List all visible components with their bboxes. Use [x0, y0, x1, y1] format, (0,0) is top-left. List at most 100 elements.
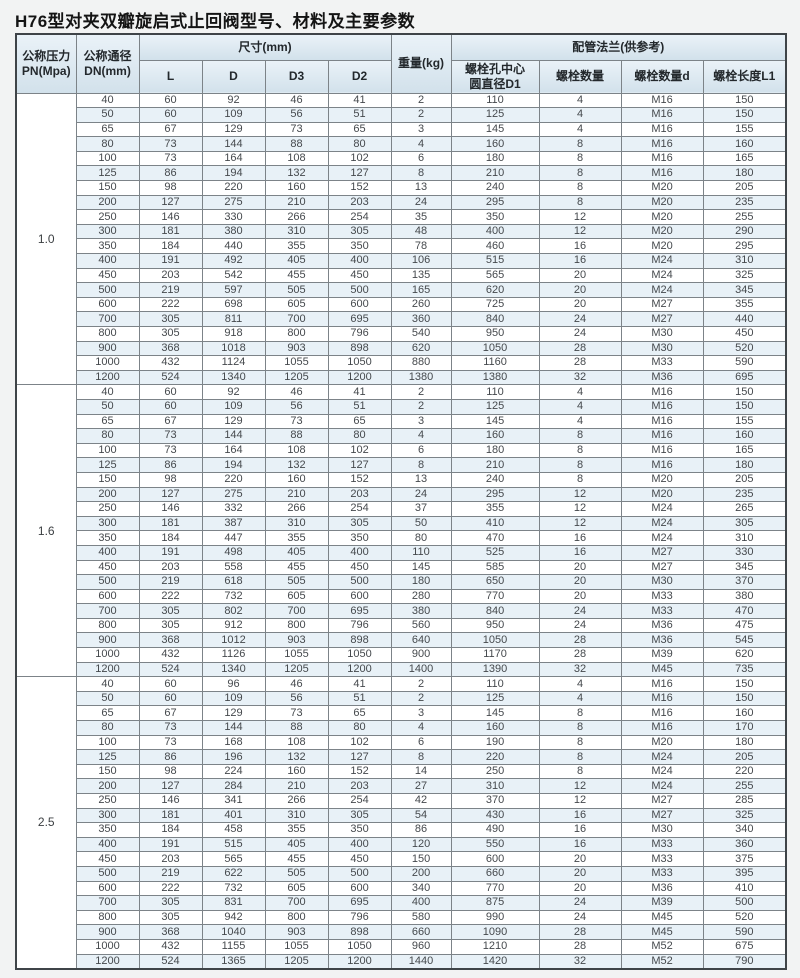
table-row: 150 98 220 160 152 13 240 8 M20 205 [16, 180, 787, 196]
d1-cell: 210 [450, 165, 540, 182]
bolt-count-cell: 8 [538, 165, 622, 182]
table-row: 600 222 732 605 600 280 770 20 M33 380 [16, 588, 787, 605]
d2-cell: 203 [327, 486, 392, 503]
d1-cell: 125 [450, 107, 540, 123]
d3-cell: 210 [264, 486, 329, 503]
bolt-length-cell: 695 [702, 369, 787, 386]
d-cell: 698 [201, 296, 266, 313]
d-cell: 732 [201, 588, 266, 605]
d1-cell: 725 [450, 296, 540, 313]
bolt-count-cell: 8 [538, 763, 622, 780]
bolt-size-cell: M33 [620, 836, 704, 853]
bolt-count-cell: 20 [538, 282, 622, 298]
bolt-size-cell: M27 [620, 793, 704, 809]
bolt-size-cell: M20 [620, 734, 704, 751]
l-cell: 86 [138, 749, 203, 765]
d1-cell: 355 [450, 501, 540, 517]
d2-cell: 1050 [327, 355, 392, 371]
d2-cell: 65 [327, 705, 392, 722]
header-d2: D2 [327, 59, 392, 94]
dn-cell: 300 [75, 223, 140, 240]
l-cell: 219 [138, 282, 203, 298]
weight-cell: 4 [390, 428, 452, 444]
bolt-length-cell: 165 [702, 150, 787, 167]
dn-cell: 500 [75, 865, 140, 882]
bolt-size-cell: M30 [620, 822, 704, 838]
d1-cell: 410 [450, 515, 540, 532]
table-row: 800 305 918 800 796 540 950 24 M30 450 [16, 326, 787, 342]
d2-cell: 65 [327, 413, 392, 430]
bolt-length-cell: 150 [702, 384, 787, 400]
d2-cell: 600 [327, 296, 392, 313]
table-row: 500 219 597 505 500 165 620 20 M24 345 [16, 282, 787, 298]
d3-cell: 355 [264, 822, 329, 838]
d2-cell: 400 [327, 253, 392, 269]
l-cell: 368 [138, 924, 203, 940]
header-d: D [201, 59, 266, 94]
bolt-size-cell: M20 [620, 209, 704, 225]
bolt-length-cell: 285 [702, 793, 787, 809]
d3-cell: 108 [264, 734, 329, 751]
d1-cell: 145 [450, 705, 540, 722]
d-cell: 1126 [201, 647, 266, 663]
d3-cell: 160 [264, 180, 329, 196]
bolt-count-cell: 4 [538, 398, 622, 415]
weight-cell: 106 [390, 253, 452, 269]
d2-cell: 127 [327, 165, 392, 182]
table-row: 300 181 380 310 305 48 400 12 M20 290 [16, 223, 787, 240]
table-row: 200 127 275 210 203 24 295 12 M20 235 [16, 486, 787, 503]
d-cell: 802 [201, 603, 266, 619]
bolt-length-cell: 150 [702, 107, 787, 123]
l-cell: 219 [138, 865, 203, 882]
header-l: L [138, 59, 203, 94]
d2-cell: 450 [327, 267, 392, 284]
d2-cell: 80 [327, 720, 392, 736]
table-row: 350 184 458 355 350 86 490 16 M30 340 [16, 822, 787, 838]
d2-cell: 695 [327, 895, 392, 911]
bolt-length-cell: 410 [702, 880, 787, 897]
d2-cell: 350 [327, 822, 392, 838]
d2-cell: 350 [327, 530, 392, 546]
d2-cell: 1200 [327, 953, 392, 970]
bolt-length-cell: 150 [702, 690, 787, 707]
bolt-length-cell: 150 [702, 92, 787, 109]
d2-cell: 305 [327, 807, 392, 824]
bolt-length-cell: 500 [702, 895, 787, 911]
d1-cell: 550 [450, 836, 540, 853]
table-row: 100 73 168 108 102 6 190 8 M20 180 [16, 734, 787, 751]
bolt-size-cell: M24 [620, 778, 704, 794]
d2-cell: 152 [327, 471, 392, 488]
d-cell: 96 [201, 676, 266, 692]
d-cell: 912 [201, 617, 266, 634]
d-cell: 109 [201, 398, 266, 415]
table-row: 125 86 194 132 127 8 210 8 M16 180 [16, 165, 787, 182]
bolt-size-cell: M16 [620, 428, 704, 444]
bolt-count-cell: 20 [538, 559, 622, 576]
bolt-count-cell: 28 [538, 632, 622, 649]
table-row: 125 86 194 132 127 8 210 8 M16 180 [16, 457, 787, 473]
d3-cell: 605 [264, 880, 329, 897]
d3-cell: 505 [264, 865, 329, 882]
d2-cell: 80 [327, 428, 392, 444]
bolt-count-cell: 8 [538, 749, 622, 765]
bolt-count-cell: 16 [538, 238, 622, 255]
bolt-size-cell: M16 [620, 92, 704, 109]
d-cell: 498 [201, 544, 266, 561]
table-row: 1200 524 1340 1205 1200 1400 1390 32 M45 735 [16, 661, 787, 678]
table-row: 400 191 492 405 400 106 515 16 M24 310 [16, 253, 787, 269]
d3-cell: 46 [264, 92, 329, 109]
d3-cell: 46 [264, 676, 329, 692]
bolt-length-cell: 475 [702, 617, 787, 634]
bolt-length-cell: 165 [702, 442, 787, 459]
bolt-count-cell: 28 [538, 924, 622, 940]
d2-cell: 127 [327, 749, 392, 765]
d2-cell: 41 [327, 92, 392, 109]
d1-cell: 770 [450, 588, 540, 605]
d3-cell: 355 [264, 238, 329, 255]
d2-cell: 1200 [327, 661, 392, 678]
d3-cell: 505 [264, 282, 329, 298]
bolt-count-cell: 32 [538, 369, 622, 386]
bolt-size-cell: M24 [620, 749, 704, 765]
bolt-size-cell: M45 [620, 924, 704, 940]
header-bolt-length: 螺栓长度L1 [702, 59, 787, 94]
